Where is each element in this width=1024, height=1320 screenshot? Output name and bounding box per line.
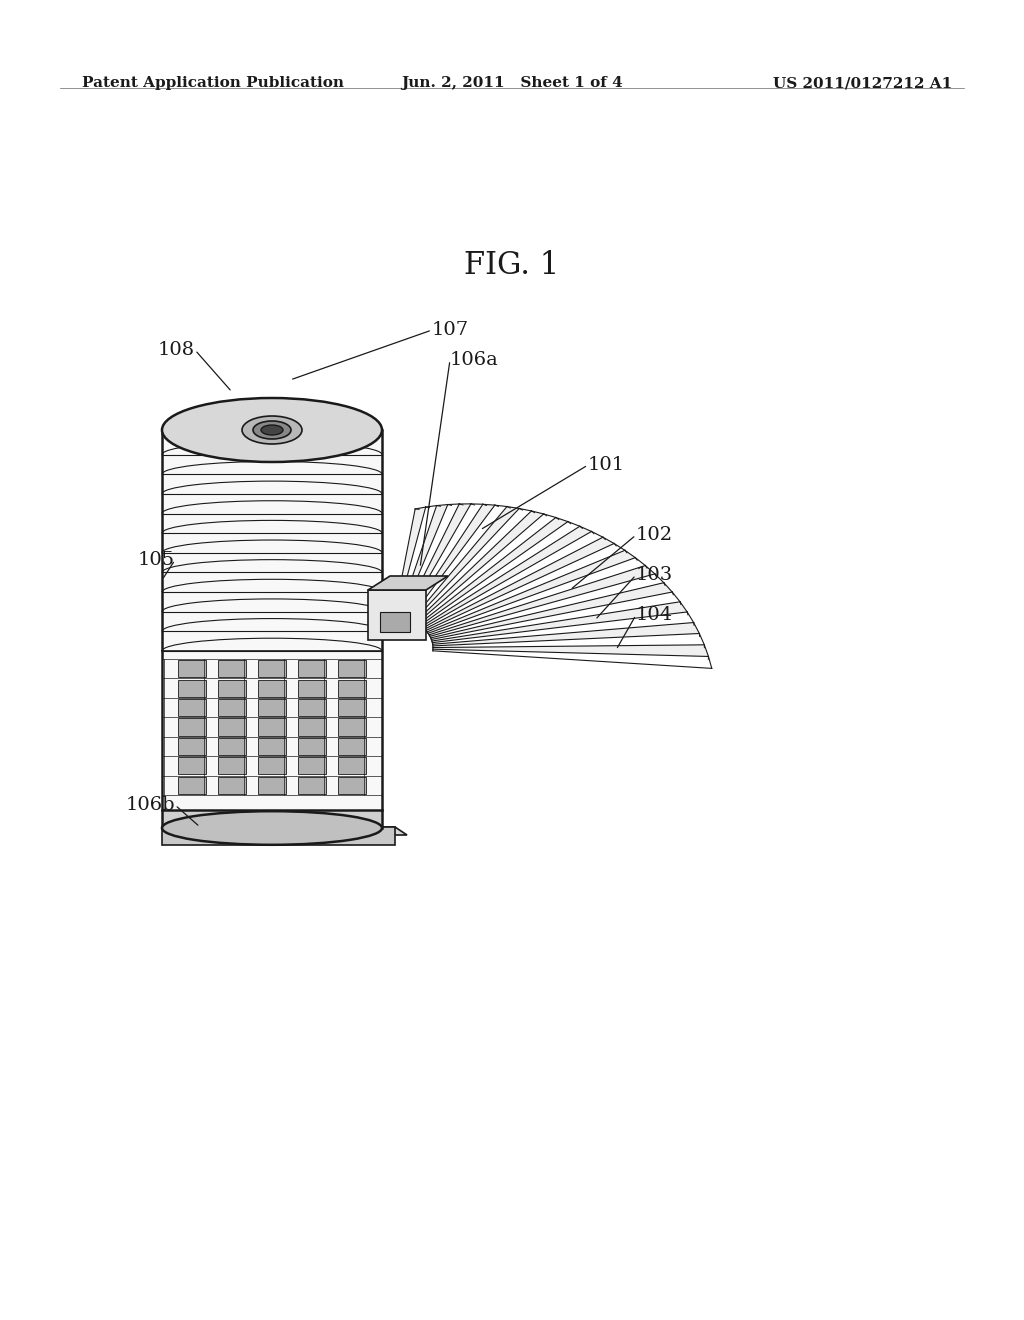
Polygon shape	[394, 507, 426, 616]
Polygon shape	[433, 634, 705, 648]
Polygon shape	[403, 504, 471, 618]
Bar	[338, 718, 367, 735]
Polygon shape	[396, 506, 436, 616]
Polygon shape	[433, 623, 699, 645]
Polygon shape	[417, 513, 556, 624]
Bar	[217, 700, 247, 717]
Text: 106a: 106a	[450, 351, 499, 370]
Polygon shape	[420, 521, 580, 627]
Polygon shape	[162, 810, 382, 828]
Polygon shape	[162, 430, 382, 810]
Polygon shape	[433, 644, 709, 656]
Text: 101: 101	[588, 455, 625, 474]
Polygon shape	[162, 828, 407, 836]
Bar	[338, 776, 367, 793]
Polygon shape	[426, 544, 625, 632]
Ellipse shape	[253, 421, 291, 440]
Bar	[177, 738, 207, 755]
Polygon shape	[410, 506, 507, 620]
Bar	[298, 660, 327, 677]
Bar	[177, 776, 207, 793]
Bar	[217, 758, 247, 775]
Polygon shape	[428, 557, 645, 635]
Text: 106b: 106b	[125, 796, 175, 814]
Bar	[380, 612, 410, 632]
Bar	[258, 738, 287, 755]
Bar	[298, 680, 327, 697]
Polygon shape	[412, 507, 519, 622]
Bar	[298, 700, 327, 717]
Bar	[217, 718, 247, 735]
Polygon shape	[162, 828, 395, 845]
Text: Jun. 2, 2011   Sheet 1 of 4: Jun. 2, 2011 Sheet 1 of 4	[401, 77, 623, 90]
Polygon shape	[419, 517, 568, 626]
Polygon shape	[431, 582, 672, 639]
Bar	[217, 738, 247, 755]
Polygon shape	[368, 576, 449, 590]
Polygon shape	[432, 602, 687, 643]
Bar	[258, 758, 287, 775]
Text: 103: 103	[636, 566, 673, 583]
Polygon shape	[432, 612, 693, 644]
Ellipse shape	[242, 416, 302, 444]
Bar	[217, 776, 247, 793]
Polygon shape	[430, 574, 664, 638]
Ellipse shape	[261, 425, 283, 436]
Bar	[258, 718, 287, 735]
Bar	[258, 776, 287, 793]
Text: FIG. 1: FIG. 1	[464, 249, 560, 281]
Polygon shape	[431, 591, 680, 642]
Polygon shape	[401, 504, 459, 618]
Polygon shape	[398, 504, 447, 616]
Text: 107: 107	[432, 321, 469, 339]
Bar	[258, 700, 287, 717]
Bar	[217, 660, 247, 677]
Bar	[258, 680, 287, 697]
Text: Patent Application Publication: Patent Application Publication	[82, 77, 344, 90]
Bar	[298, 738, 327, 755]
Bar	[177, 680, 207, 697]
Text: 108: 108	[158, 341, 195, 359]
Text: 104: 104	[636, 606, 673, 624]
Polygon shape	[415, 511, 544, 623]
Polygon shape	[423, 532, 603, 630]
Bar	[338, 680, 367, 697]
Bar	[258, 660, 287, 677]
Polygon shape	[433, 649, 712, 668]
Bar	[177, 758, 207, 775]
Bar	[298, 758, 327, 775]
Text: US 2011/0127212 A1: US 2011/0127212 A1	[773, 77, 952, 90]
Polygon shape	[427, 550, 635, 634]
Bar	[298, 776, 327, 793]
Bar	[338, 660, 367, 677]
Bar	[217, 680, 247, 697]
Bar	[298, 718, 327, 735]
Polygon shape	[422, 527, 592, 628]
Polygon shape	[425, 537, 614, 631]
Ellipse shape	[162, 399, 382, 462]
Bar	[177, 700, 207, 717]
Text: 102: 102	[636, 525, 673, 544]
Bar	[177, 718, 207, 735]
Polygon shape	[429, 565, 654, 636]
Polygon shape	[406, 504, 482, 619]
Polygon shape	[414, 508, 531, 622]
Bar	[177, 660, 207, 677]
Polygon shape	[408, 504, 495, 619]
Ellipse shape	[162, 812, 382, 845]
Bar	[338, 738, 367, 755]
Bar	[338, 700, 367, 717]
Bar	[338, 758, 367, 775]
Text: 105: 105	[138, 550, 175, 569]
Polygon shape	[368, 590, 426, 640]
